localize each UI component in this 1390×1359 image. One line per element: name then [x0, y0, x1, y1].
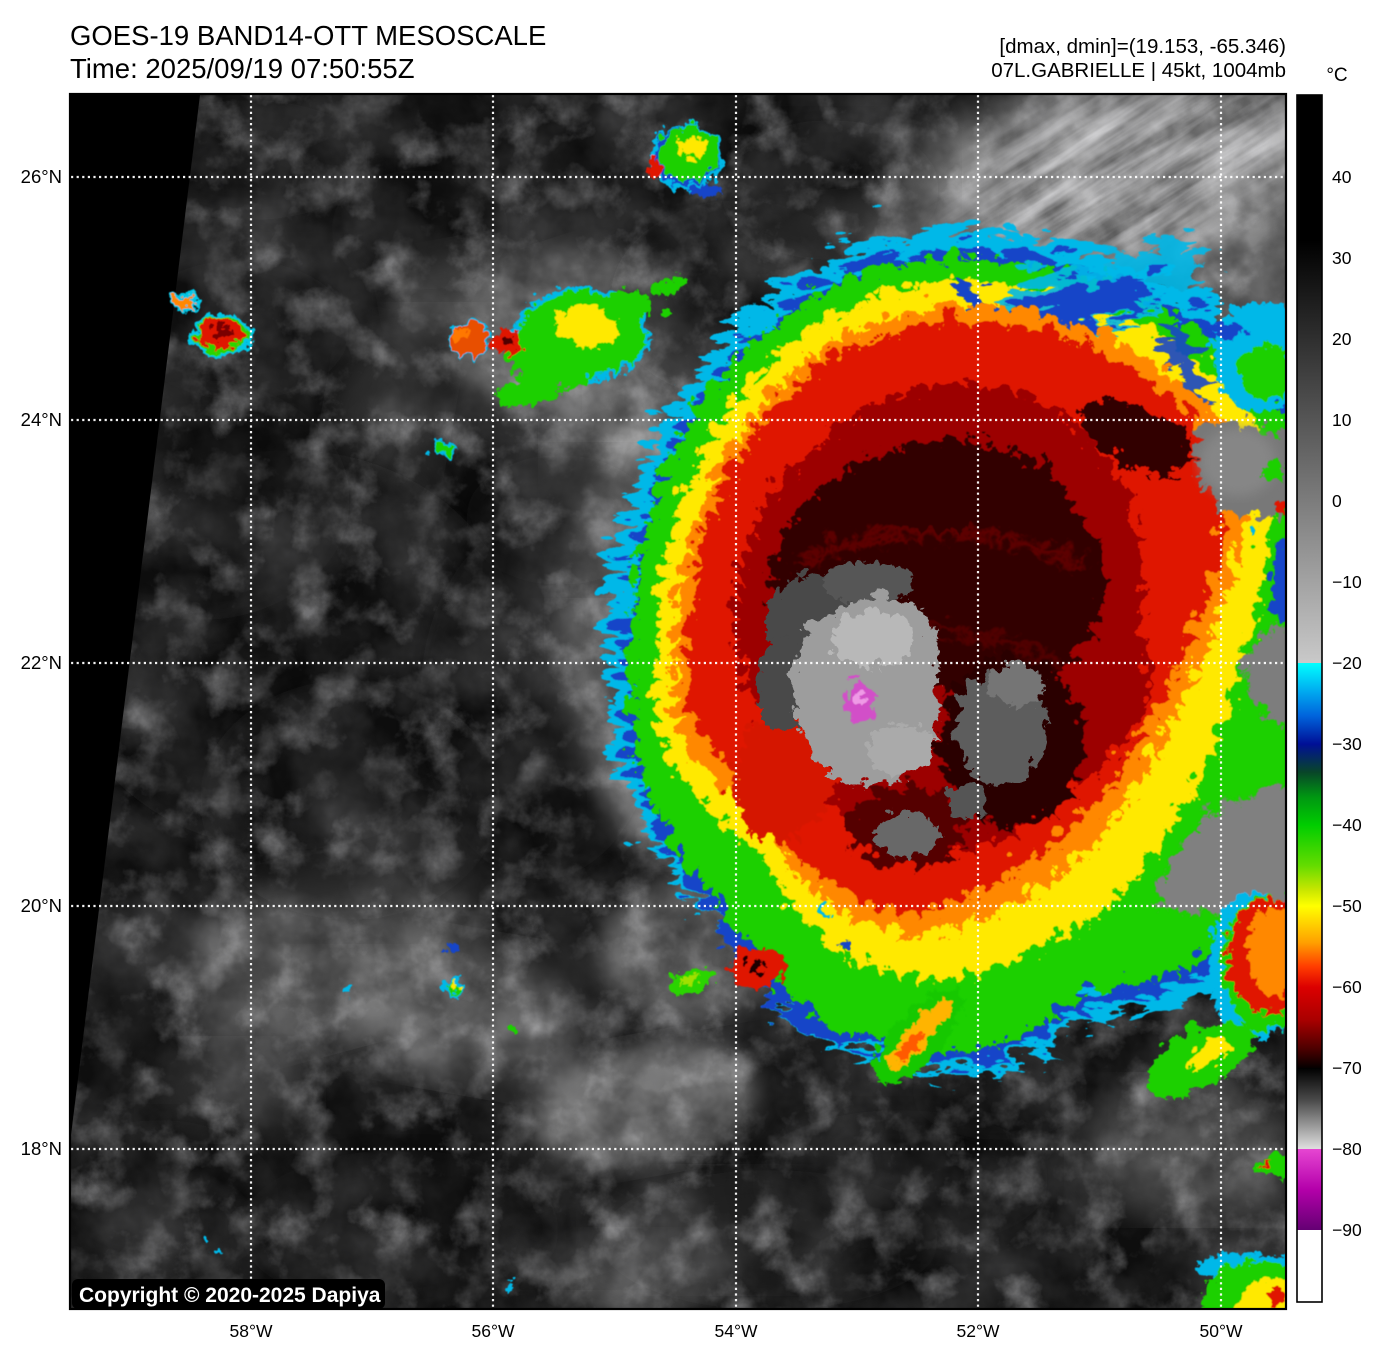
svg-text:Copyright © 2020-2025 Dapiya: Copyright © 2020-2025 Dapiya	[79, 1284, 381, 1307]
svg-text:24°N: 24°N	[21, 409, 62, 430]
svg-text:22°N: 22°N	[21, 652, 62, 673]
svg-text:54°W: 54°W	[715, 1321, 758, 1341]
svg-text:GOES-19 BAND14-OTT MESOSCALE: GOES-19 BAND14-OTT MESOSCALE	[70, 20, 546, 51]
svg-text:07L.GABRIELLE | 45kt, 1004mb: 07L.GABRIELLE | 45kt, 1004mb	[991, 59, 1286, 82]
svg-text:[dmax, dmin]=(19.153, -65.346): [dmax, dmin]=(19.153, -65.346)	[999, 35, 1286, 58]
svg-text:−60: −60	[1332, 977, 1362, 997]
svg-text:−50: −50	[1332, 896, 1362, 916]
svg-text:30: 30	[1332, 248, 1352, 268]
svg-text:0: 0	[1332, 491, 1342, 511]
svg-text:−10: −10	[1332, 572, 1362, 592]
svg-text:10: 10	[1332, 410, 1352, 430]
svg-text:18°N: 18°N	[21, 1138, 62, 1159]
svg-text:20: 20	[1332, 329, 1352, 349]
svg-text:50°W: 50°W	[1200, 1321, 1243, 1341]
svg-text:40: 40	[1332, 167, 1352, 187]
svg-text:−80: −80	[1332, 1139, 1362, 1159]
svg-text:−30: −30	[1332, 734, 1362, 754]
svg-text:26°N: 26°N	[21, 166, 62, 187]
svg-text:−40: −40	[1332, 815, 1362, 835]
svg-text:−20: −20	[1332, 653, 1362, 673]
svg-text:52°W: 52°W	[957, 1321, 1000, 1341]
svg-text:Time: 2025/09/19 07:50:55Z: Time: 2025/09/19 07:50:55Z	[70, 53, 415, 84]
svg-text:58°W: 58°W	[230, 1321, 273, 1341]
svg-text:−70: −70	[1332, 1058, 1362, 1078]
svg-text:°C: °C	[1326, 65, 1347, 86]
svg-text:56°W: 56°W	[472, 1321, 515, 1341]
svg-text:−90: −90	[1332, 1220, 1362, 1240]
svg-text:20°N: 20°N	[21, 895, 62, 916]
